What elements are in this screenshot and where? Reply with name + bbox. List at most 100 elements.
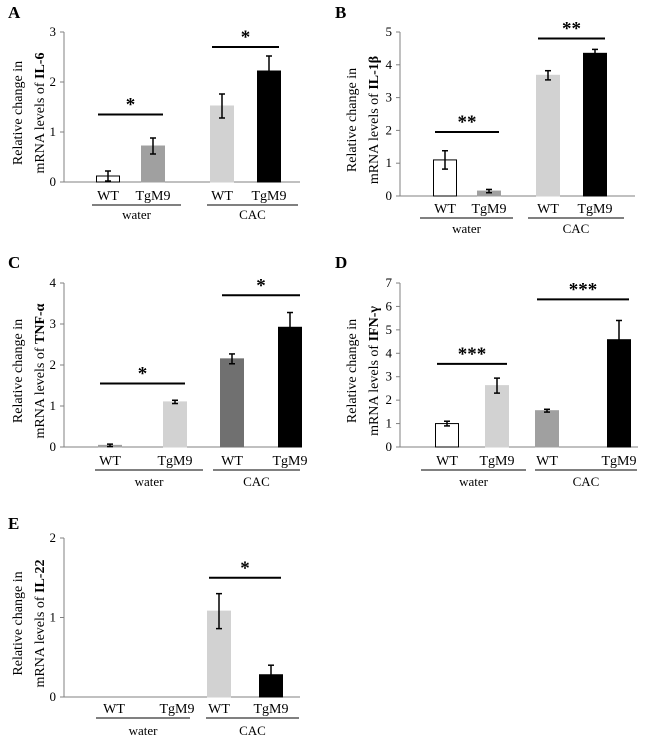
y-tick-label: 3 [50, 24, 57, 39]
category-label: WT [536, 454, 558, 469]
group-label: water [122, 207, 152, 222]
panel-a: A 0 1 2 3 Relative change in mRNA levels of IL… [8, 3, 300, 222]
significance-label: ** [458, 112, 477, 133]
bar [535, 410, 559, 448]
bar [278, 326, 302, 448]
panel-letter: B [335, 3, 346, 22]
y-tick-label: 2 [50, 530, 57, 545]
y-tick-label: 4 [386, 57, 393, 72]
bar [220, 358, 244, 448]
y-tick-label: 5 [386, 322, 393, 337]
panel-letter: A [8, 3, 21, 22]
panel-e: E 0 1 2 Relative change in mRNA levels of IL-… [8, 514, 300, 738]
y-axis-label-line1: Relative change in [11, 61, 26, 165]
y-tick-label: 6 [386, 298, 393, 313]
category-label: WT [99, 454, 121, 469]
y-tick-label: 4 [386, 345, 393, 360]
y-tick-label: 5 [386, 24, 393, 39]
category-label: WT [436, 454, 458, 469]
group-label: CAC [243, 474, 270, 489]
bar [257, 70, 281, 183]
group-label: CAC [573, 474, 600, 489]
y-axis-label-line2: mRNA levels of IL-6 [33, 53, 48, 174]
y-tick-label: 0 [386, 188, 393, 203]
category-label: TgM9 [578, 202, 613, 217]
y-tick-label: 0 [50, 439, 57, 454]
y-tick-label: 1 [50, 610, 57, 625]
bar [485, 385, 509, 448]
y-tick-label: 1 [386, 416, 393, 431]
panel-letter: D [335, 253, 347, 272]
y-axis-label-line2: mRNA levels of TNF-α [33, 303, 48, 438]
significance-label: * [241, 27, 251, 48]
y-axis-label-line1: Relative change in [345, 68, 360, 172]
y-tick-label: 4 [50, 275, 57, 290]
y-tick-label: 0 [50, 689, 57, 704]
bar [583, 52, 607, 197]
category-label: WT [97, 189, 119, 204]
category-label: WT [537, 202, 559, 217]
significance-label: *** [569, 279, 598, 300]
significance-label: ** [562, 19, 581, 40]
panel-b: B 0 1 2 3 4 5 Relative change in mRNA levels of … [335, 3, 635, 236]
y-axis-label-line1: Relative change in [11, 319, 26, 423]
significance-label: * [126, 95, 136, 116]
y-tick-label: 3 [386, 369, 393, 384]
category-label: TgM9 [273, 454, 308, 469]
y-tick-label: 3 [386, 90, 393, 105]
gene-name: IL-1β [367, 56, 382, 90]
panel-letter: C [8, 253, 20, 272]
group-label: CAC [239, 207, 266, 222]
category-label: TgM9 [136, 189, 171, 204]
category-label: TgM9 [480, 454, 515, 469]
bar [435, 423, 459, 448]
y-tick-label: 0 [386, 439, 393, 454]
y-tick-label: 2 [50, 74, 57, 89]
gene-name: IFN-γ [367, 306, 382, 342]
y-axis-label-line2: mRNA levels of IL-1β [367, 56, 382, 184]
y-tick-label: 2 [386, 122, 393, 137]
significance-label: *** [458, 344, 487, 365]
category-label: TgM9 [160, 702, 195, 717]
bar [163, 401, 187, 448]
y-tick-label: 7 [386, 275, 393, 290]
category-label: WT [434, 202, 456, 217]
category-label: TgM9 [158, 454, 193, 469]
gene-name: IL-6 [33, 53, 48, 79]
significance-label: * [256, 275, 266, 296]
category-label: WT [221, 454, 243, 469]
category-label: TgM9 [472, 202, 507, 217]
y-axis-label-line2: mRNA levels of IL-22 [33, 560, 48, 688]
significance-label: * [138, 363, 148, 384]
y-tick-label: 1 [386, 155, 393, 170]
y-axis-label-line2: mRNA levels of IFN-γ [367, 306, 382, 436]
y-tick-label: 1 [50, 124, 57, 139]
y-axis-label-line1: Relative change in [345, 319, 360, 423]
category-label: WT [103, 702, 125, 717]
group-label: water [129, 723, 159, 738]
significance-label: * [240, 558, 250, 579]
y-axis-label-line1: Relative change in [11, 571, 26, 675]
gene-name: IL-22 [33, 560, 48, 593]
y-tick-label: 2 [50, 357, 57, 372]
y-tick-label: 3 [50, 316, 57, 331]
category-label: TgM9 [254, 702, 289, 717]
bar [536, 74, 560, 197]
panel-d: D 0 1 2 3 4 5 6 7 Relative change in mRNA levels o… [335, 253, 638, 489]
group-label: water [459, 474, 489, 489]
panel-letter: E [8, 514, 19, 533]
group-label: water [135, 474, 165, 489]
category-label: WT [211, 189, 233, 204]
group-label: CAC [563, 221, 590, 236]
panel-c: C 0 1 2 3 4 Relative change in mRNA levels of T… [8, 253, 308, 489]
category-label: TgM9 [602, 454, 637, 469]
group-label: water [452, 221, 482, 236]
y-tick-label: 2 [386, 392, 393, 407]
y-tick-label: 1 [50, 398, 57, 413]
gene-name: TNF-α [33, 303, 48, 344]
category-label: TgM9 [252, 189, 287, 204]
group-label: CAC [239, 723, 266, 738]
y-tick-label: 0 [50, 174, 57, 189]
category-label: WT [208, 702, 230, 717]
